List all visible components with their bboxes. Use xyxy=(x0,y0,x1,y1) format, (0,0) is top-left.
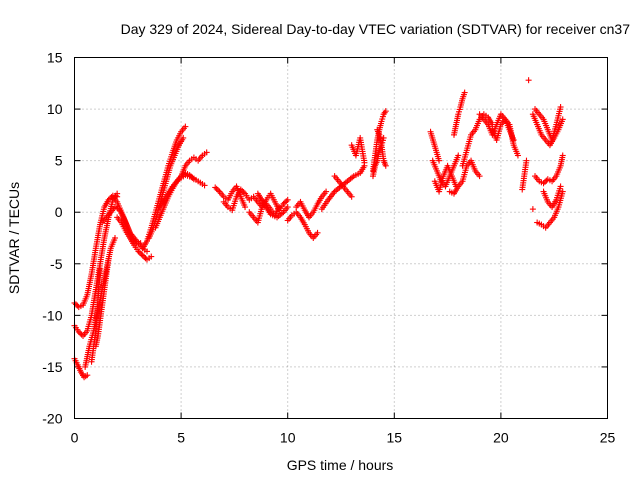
data-point xyxy=(529,206,536,213)
data-point xyxy=(540,180,547,187)
data-point xyxy=(242,204,249,211)
data-point xyxy=(105,255,112,262)
data-point xyxy=(436,157,443,164)
x-tick-label: 25 xyxy=(600,430,616,446)
x-tick-label: 10 xyxy=(280,430,296,446)
data-point xyxy=(559,188,566,195)
data-point xyxy=(72,301,79,308)
data-point xyxy=(514,152,521,159)
y-tick-label: 10 xyxy=(47,101,63,117)
data-point xyxy=(75,328,82,335)
data-point xyxy=(212,184,219,191)
data-point xyxy=(203,149,210,156)
y-tick-label: 0 xyxy=(55,204,63,220)
data-point xyxy=(557,104,564,111)
data-point xyxy=(461,89,468,96)
data-point xyxy=(189,174,196,181)
data-point xyxy=(112,235,119,241)
data-point xyxy=(283,198,290,205)
plot-frame xyxy=(74,57,608,419)
data-point xyxy=(455,152,462,159)
data-point xyxy=(135,248,142,255)
data-point xyxy=(280,200,287,207)
y-tick-label: 5 xyxy=(55,153,63,169)
data-point xyxy=(284,204,291,211)
data-point xyxy=(541,178,548,185)
y-axis-label: SDTVAR / TECUs xyxy=(6,182,22,294)
x-tick-label: 5 xyxy=(177,430,185,446)
data-point xyxy=(213,185,220,192)
data-point xyxy=(239,187,246,194)
y-tick-label: -10 xyxy=(42,307,62,323)
data-markers xyxy=(71,77,566,381)
tick-labels: 0 5 10 15 20 25 -20 -15 -10 -5 0 5 10 15 xyxy=(42,50,615,446)
data-point xyxy=(380,134,387,141)
data-point xyxy=(240,189,247,196)
data-point xyxy=(97,265,104,272)
data-point xyxy=(348,193,355,200)
x-axis-label: GPS time / hours xyxy=(287,457,394,473)
data-point xyxy=(382,108,389,115)
y-tick-label: 15 xyxy=(47,50,63,66)
data-point xyxy=(180,134,187,141)
data-point xyxy=(182,123,189,130)
data-point xyxy=(139,252,146,259)
data-point xyxy=(323,188,330,195)
data-point xyxy=(476,173,483,180)
x-tick-label: 20 xyxy=(493,430,509,446)
x-tick-label: 15 xyxy=(387,430,403,446)
data-point xyxy=(237,186,244,193)
data-point xyxy=(559,152,566,159)
data-point xyxy=(281,199,288,206)
data-point xyxy=(314,229,321,236)
data-point xyxy=(557,183,564,190)
y-tick-label: -20 xyxy=(42,411,62,427)
data-point xyxy=(525,77,532,84)
data-point xyxy=(141,253,148,260)
data-point xyxy=(143,248,150,255)
y-tick-label: -15 xyxy=(42,359,62,375)
data-point xyxy=(523,157,530,164)
y-tick-label: -5 xyxy=(50,256,63,272)
data-point xyxy=(284,196,291,203)
data-point xyxy=(382,162,389,169)
data-point xyxy=(148,253,155,260)
data-point xyxy=(84,372,91,379)
data-point xyxy=(361,159,368,166)
data-point xyxy=(77,330,84,337)
data-point xyxy=(138,251,145,258)
x-tick-label: 0 xyxy=(71,430,79,446)
data-point xyxy=(105,196,112,203)
data-point xyxy=(559,116,566,123)
data-point xyxy=(136,249,143,256)
data-point xyxy=(201,182,208,189)
chart-title: Day 329 of 2024, Sidereal Day-to-day VTE… xyxy=(121,21,631,37)
data-point xyxy=(215,187,222,194)
